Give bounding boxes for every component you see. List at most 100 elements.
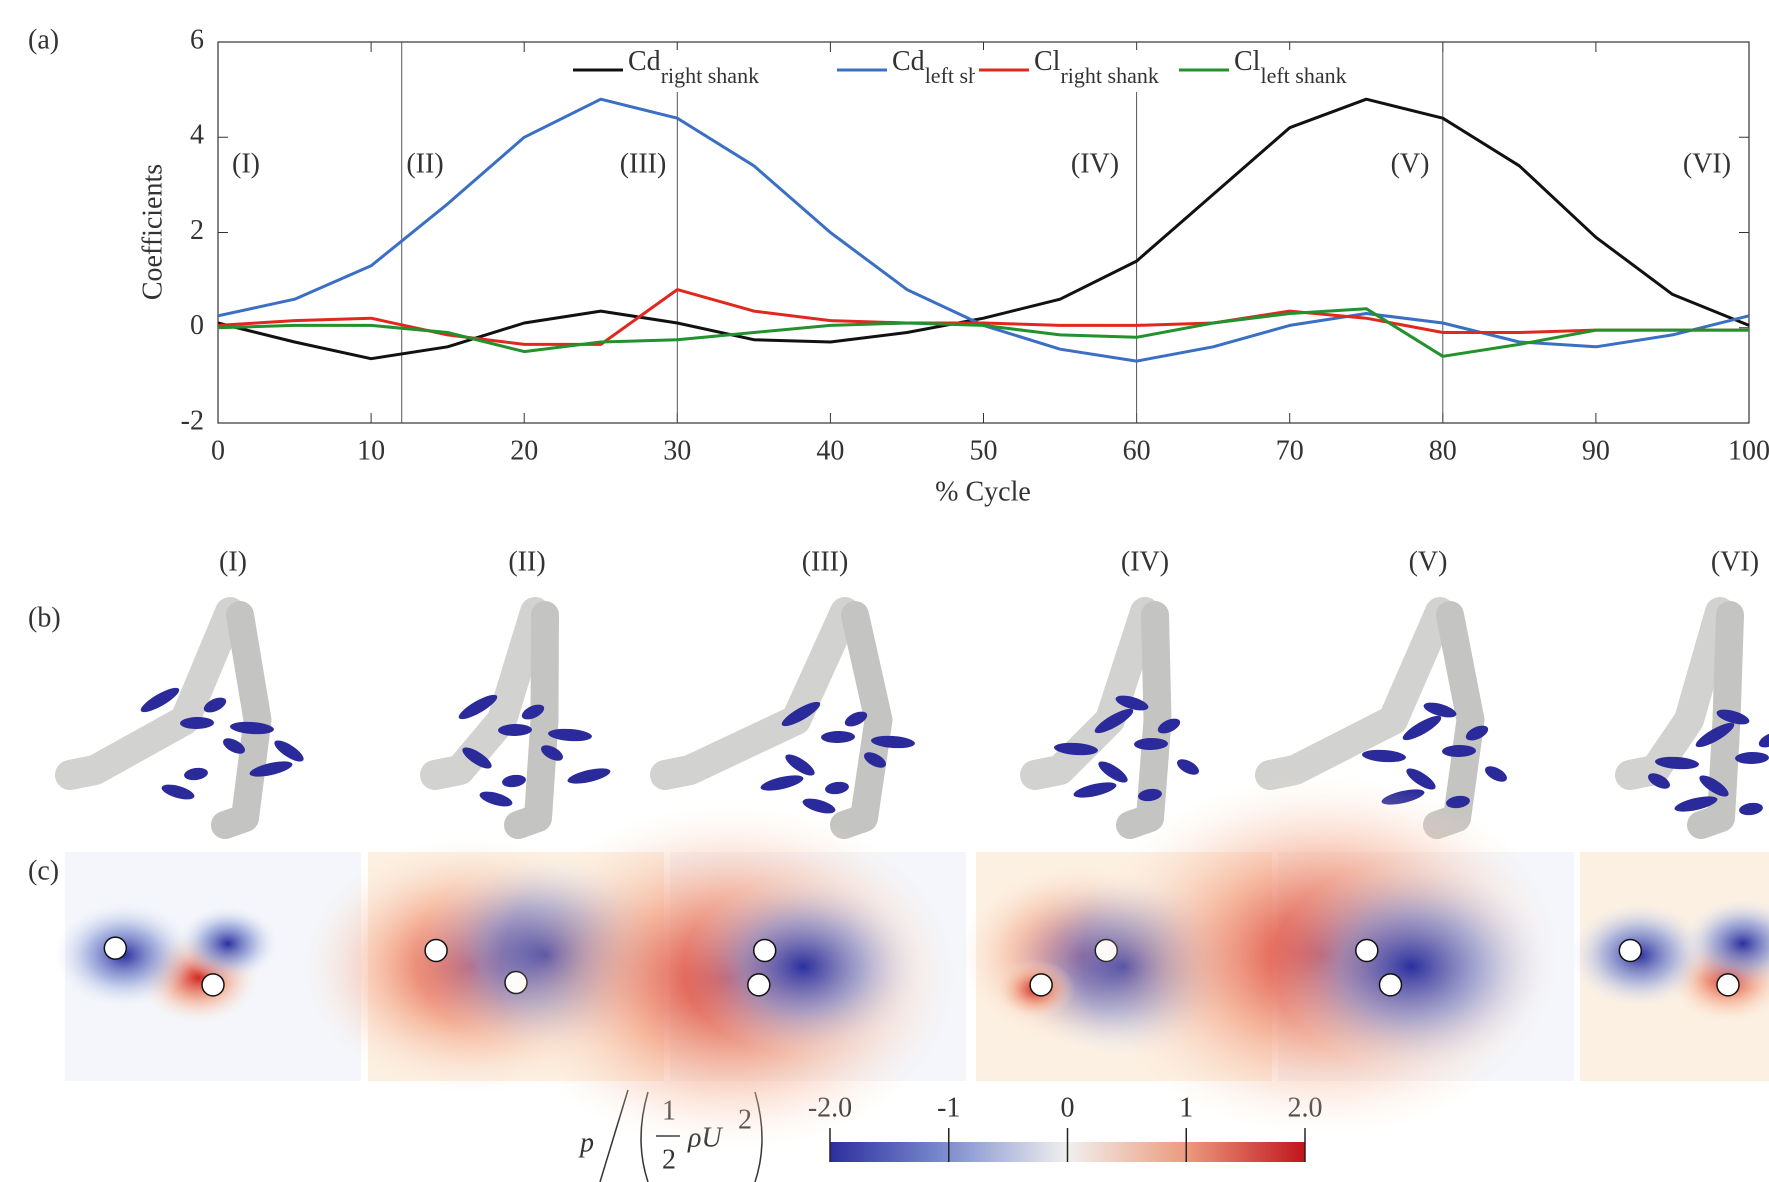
leg [55, 597, 245, 790]
legend-name: Cd [892, 46, 925, 77]
pressure-region [1682, 898, 1769, 989]
vortex [1485, 766, 1507, 782]
legend-subscript: right shank [1060, 63, 1158, 88]
snapshot-label: (II) [508, 546, 545, 577]
vortex [203, 697, 227, 713]
vortex [1423, 702, 1457, 718]
vortex-snapshot [55, 597, 304, 839]
y-tick-label: -2 [181, 405, 204, 436]
vortex [458, 694, 498, 720]
pressure-region [1271, 861, 1552, 1072]
vortex [864, 752, 886, 768]
y-tick-label: 2 [190, 215, 204, 246]
vortex [1402, 715, 1442, 741]
vortex [1115, 695, 1149, 711]
vortex [785, 754, 815, 776]
panel-label: (a) [28, 24, 59, 55]
vortex [1177, 759, 1199, 775]
phase-label: (V) [1391, 148, 1430, 179]
vortex [1735, 751, 1769, 765]
y-axis-label: Coefficients [137, 164, 168, 300]
vortex [844, 711, 868, 727]
vortex [1094, 708, 1134, 734]
vortex [1674, 796, 1718, 812]
legend-entry: Cdright shank [628, 46, 759, 88]
snapshot-label: (V) [1409, 546, 1448, 577]
vortex [1134, 737, 1168, 751]
x-tick-label: 60 [1123, 435, 1151, 466]
legend-name: Cl [1034, 46, 1061, 77]
snapshot-label: (I) [219, 546, 247, 577]
vortex [1098, 761, 1128, 783]
shank-section [752, 938, 777, 963]
vortex [140, 687, 180, 713]
leg [1255, 597, 1455, 790]
y-tick-label: 0 [190, 310, 204, 341]
vortex [760, 775, 804, 791]
x-tick-label: 40 [816, 435, 844, 466]
y-tick-label: 6 [190, 24, 204, 55]
vortex [1648, 773, 1670, 789]
vortex-snapshot [1020, 597, 1199, 839]
vortex [567, 768, 611, 784]
x-tick-label: 70 [1276, 435, 1304, 466]
legend-subscript: right shank [661, 63, 759, 88]
vortex-snapshot [650, 597, 915, 839]
vortex [161, 784, 195, 800]
vortex [1716, 709, 1750, 725]
phase-label: (IV) [1071, 148, 1119, 179]
vortex [802, 798, 836, 814]
vortex [825, 781, 849, 795]
vortex [184, 767, 208, 781]
vortex [1699, 775, 1729, 797]
vortex [871, 735, 915, 749]
vortex [180, 716, 214, 730]
x-tick-label: 90 [1582, 435, 1610, 466]
vortex-snapshot [420, 597, 611, 839]
vortex [521, 704, 545, 720]
pressure-region [683, 876, 924, 1057]
legend-entry: Clright shank [1034, 46, 1159, 88]
x-tick-label: 30 [663, 435, 691, 466]
leg [1116, 601, 1172, 839]
vortex [230, 721, 274, 735]
vortex [1054, 742, 1098, 756]
legend-subscript: left shank [1260, 63, 1346, 88]
leg [1423, 601, 1485, 839]
vortex [548, 728, 592, 742]
shank-section [747, 973, 771, 997]
shank-section [201, 973, 225, 997]
vortex [1138, 788, 1162, 802]
series-line [217, 97, 1750, 361]
vortex [1465, 725, 1489, 741]
vortex [223, 738, 245, 754]
leg [211, 601, 272, 839]
snapshot-label: (VI) [1711, 546, 1759, 577]
legend-name: Cl [1234, 46, 1261, 77]
vortex [1157, 718, 1181, 734]
vortex [1073, 782, 1117, 798]
shank-section [1029, 973, 1053, 997]
shank-section [424, 938, 448, 963]
leg [504, 601, 559, 839]
vortex [1695, 722, 1735, 748]
vortex [1362, 749, 1406, 763]
leg [420, 597, 550, 790]
y-tick-label: 4 [190, 120, 204, 151]
snapshot-label: (IV) [1121, 546, 1169, 577]
panel-label: (b) [28, 602, 61, 633]
phase-label: (III) [620, 148, 667, 179]
vortex [1758, 732, 1769, 748]
shank-section [1378, 973, 1403, 997]
shank-section [1716, 973, 1740, 997]
vortex [1406, 768, 1436, 790]
x-tick-label: 80 [1429, 435, 1457, 466]
snapshot-label: (III) [802, 546, 849, 577]
vortex [781, 701, 821, 727]
panel-label: (c) [28, 855, 59, 886]
x-tick-label: 50 [970, 435, 998, 466]
series-line [217, 307, 1749, 358]
equation-part: p [578, 1127, 594, 1158]
